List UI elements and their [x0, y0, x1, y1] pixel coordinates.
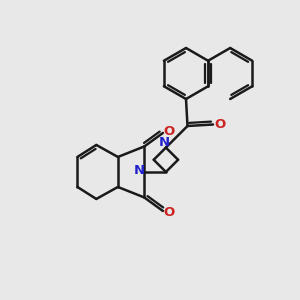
Text: O: O: [214, 118, 225, 131]
Text: N: N: [159, 136, 170, 149]
Text: N: N: [134, 164, 145, 177]
Text: O: O: [163, 125, 175, 138]
Text: O: O: [163, 206, 175, 219]
